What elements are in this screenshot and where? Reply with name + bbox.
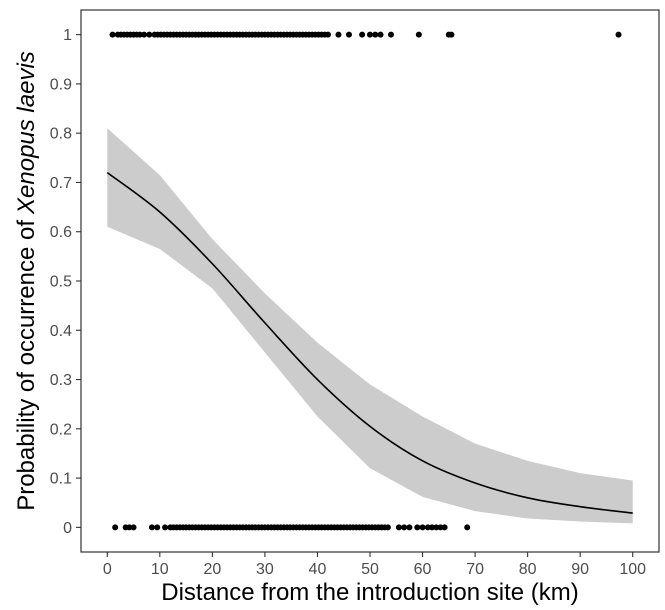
confidence-band-layer [107, 128, 633, 524]
presence-point [367, 31, 373, 38]
x-tick-label: 20 [203, 561, 221, 578]
y-tick-label: 0.3 [50, 372, 72, 389]
absence-point [112, 524, 119, 531]
absence-point [429, 524, 436, 531]
y-tick-label: 0.8 [50, 126, 72, 143]
absence-point [419, 524, 426, 531]
absence-point [437, 524, 444, 531]
observation-points-layer [109, 31, 622, 531]
y-tick-label: 1 [63, 27, 72, 44]
absence-point [424, 524, 431, 531]
presence-point [615, 31, 622, 38]
y-tick-label: 0 [63, 520, 72, 537]
y-axis-title-plain: Probability of occurrence of [13, 220, 40, 511]
x-tick-label: 80 [519, 561, 537, 578]
y-tick-label: 0.1 [50, 471, 72, 488]
absence-point [384, 524, 391, 531]
x-tick-label: 30 [256, 561, 274, 578]
x-tick-label: 10 [151, 561, 169, 578]
x-tick-label: 0 [103, 561, 112, 578]
presence-point [109, 31, 116, 38]
y-tick-label: 0.2 [50, 421, 72, 438]
absence-point [401, 524, 408, 531]
y-axis: 0 0.1 0.2 0.3 0.4 0.5 0.6 0.7 0.8 0.9 1 [50, 27, 81, 537]
fitted-curve-layer [106, 171, 633, 514]
x-tick-label: 40 [309, 561, 327, 578]
x-tick-label: 70 [466, 561, 484, 578]
x-tick-label: 100 [619, 561, 646, 578]
absence-point [464, 524, 471, 531]
presence-point [377, 31, 384, 38]
y-tick-label: 0.4 [50, 323, 72, 340]
absence-point [395, 524, 402, 531]
absence-point [414, 524, 421, 531]
absence-point [130, 524, 137, 531]
presence-point [136, 31, 143, 38]
presence-point [388, 31, 395, 38]
confidence-band [107, 128, 633, 524]
absence-point [126, 524, 133, 531]
presence-point [359, 31, 366, 38]
presence-point [335, 31, 342, 38]
x-axis-title: Distance from the introduction site (km) [161, 579, 578, 606]
y-tick-label: 0.7 [50, 175, 72, 192]
absence-point [433, 524, 440, 531]
y-tick-label: 0.9 [50, 76, 72, 93]
y-axis-title-species: Xenopus laevis [13, 51, 40, 215]
fitted-probability-curve [106, 171, 633, 514]
absence-point [441, 524, 448, 531]
presence-point [345, 31, 352, 38]
presence-point [141, 31, 148, 38]
absence-point [406, 524, 413, 531]
x-tick-label: 90 [571, 561, 589, 578]
absence-point [162, 524, 169, 531]
x-tick-label: 50 [361, 561, 379, 578]
x-tick-label: 60 [414, 561, 432, 578]
absence-point [154, 524, 161, 531]
absence-point [148, 524, 155, 531]
presence-point [324, 31, 331, 38]
presence-point [448, 31, 455, 38]
presence-point [372, 31, 379, 38]
y-axis-title: Probability of occurrence of Xenopus laev… [13, 51, 40, 511]
y-tick-label: 0.5 [50, 274, 72, 291]
presence-point [415, 31, 422, 38]
presence-point [146, 31, 153, 38]
x-axis: 0 10 20 30 40 50 60 70 80 90 100 [103, 552, 646, 578]
y-tick-label: 0.6 [50, 224, 72, 241]
